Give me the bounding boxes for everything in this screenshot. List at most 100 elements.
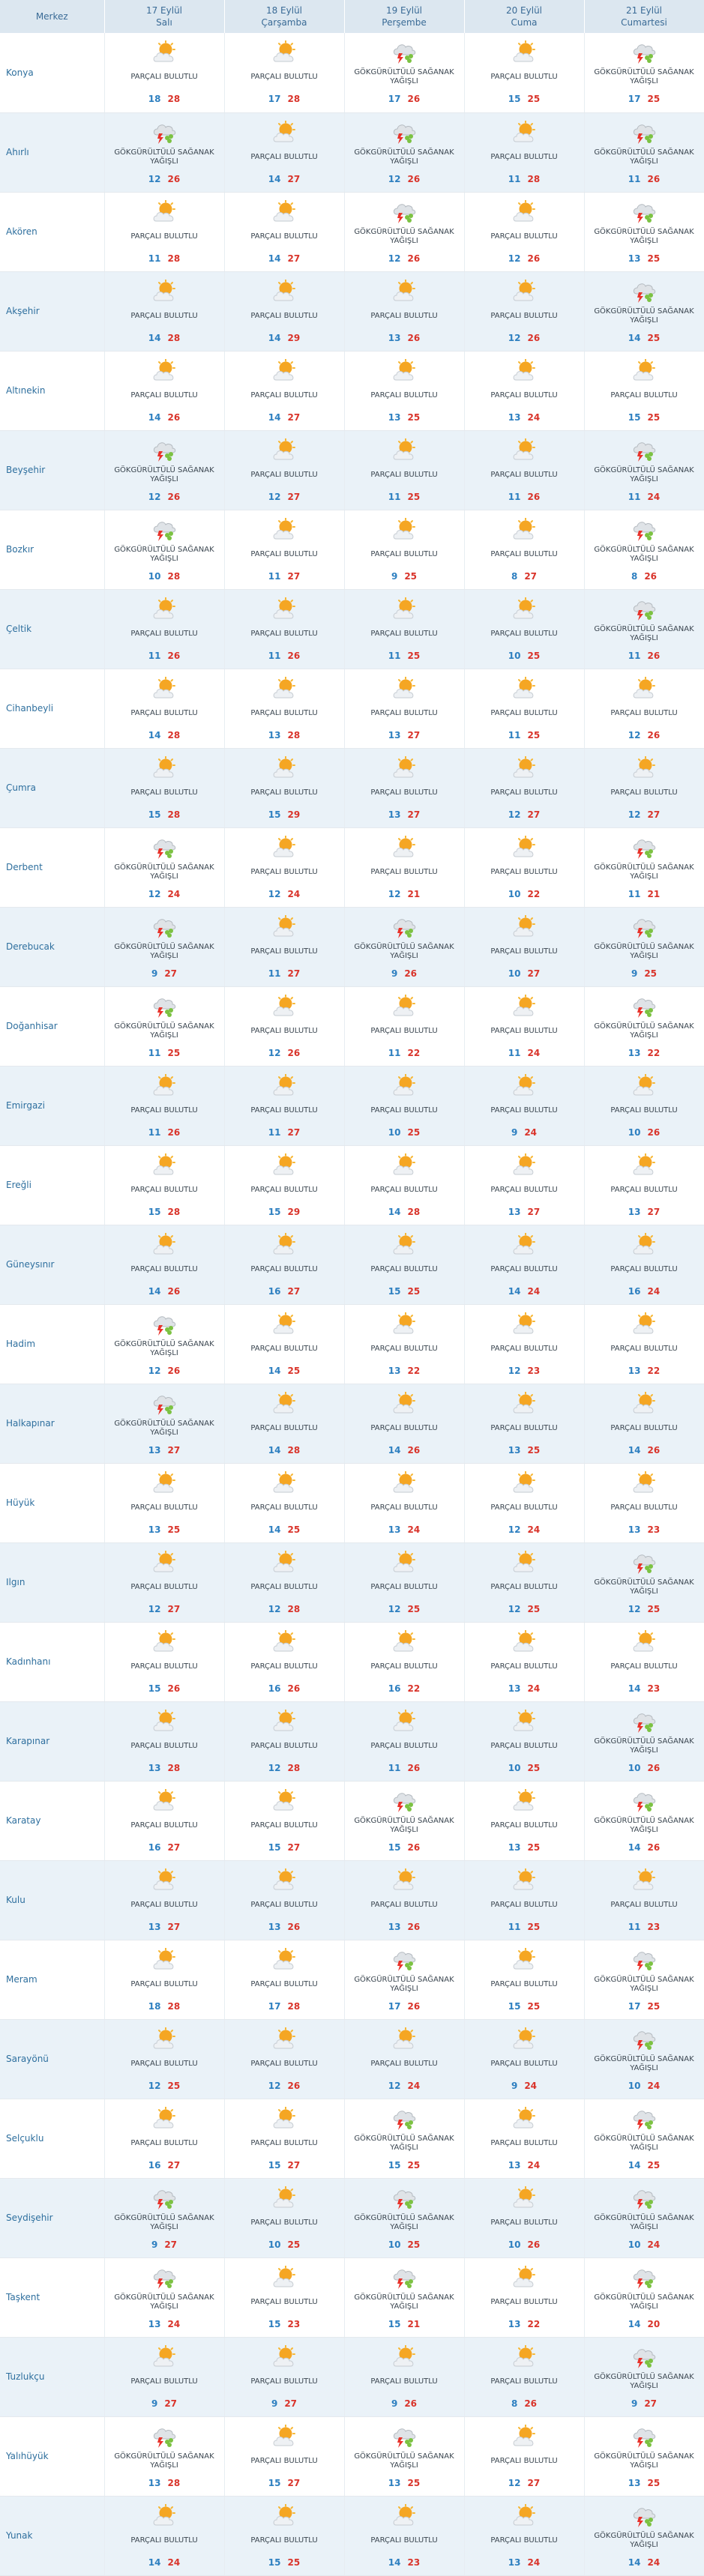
min-temp: 14 [268,1365,281,1376]
location-halkapinar[interactable]: Halkapınar [0,1384,105,1464]
forecast-cell: PARÇALI BULUTLU 16 26 [224,1622,345,1702]
thunderstorm-rain-icon [152,1392,178,1416]
min-temp: 15 [388,1841,401,1853]
table-row: Doğanhisar GÖKGÜRÜLTÜLÜ SAĞANAK YAĞIŞLI 1… [0,986,704,1067]
forecast-cell: PARÇALI BULUTLU 15 25 [224,2496,345,2576]
max-temp: 28 [167,729,181,740]
temperature-range: 15 26 [345,1842,464,1853]
min-temp: 10 [628,1762,641,1773]
location-ilgin[interactable]: Ilgın [0,1542,105,1623]
partly-cloudy-icon [272,120,298,145]
location-cihanbeyli[interactable]: Cihanbeyli [0,669,105,749]
condition-label: PARÇALI BULUTLU [130,1979,198,1988]
location-konya[interactable]: Konya [0,33,105,113]
temperature-range: 13 27 [105,1922,224,1932]
thunderstorm-rain-icon [632,597,658,621]
temperature-range: 14 28 [105,730,224,740]
location-doganhisar[interactable]: Doğanhisar [0,986,105,1067]
temperature-range: 11 27 [225,571,344,582]
condition-label: PARÇALI BULUTLU [610,1503,678,1512]
condition-label: PARÇALI BULUTLU [490,867,558,876]
condition-label: PARÇALI BULUTLU [610,1344,678,1353]
location-eregli[interactable]: Ereğli [0,1145,105,1225]
location-meram[interactable]: Meram [0,1940,105,2020]
min-temp: 14 [628,1683,641,1694]
location-seydisehir[interactable]: Seydişehir [0,2178,105,2258]
temperature-range: 12 26 [225,2081,344,2091]
location-altinekin[interactable]: Altınekin [0,351,105,431]
location-akoren[interactable]: Akören [0,192,105,272]
partly-cloudy-icon [272,2344,298,2369]
temperature-range: 12 26 [585,730,704,740]
location-kadinhani[interactable]: Kadınhanı [0,1622,105,1702]
max-temp: 26 [524,2398,538,2409]
partly-cloudy-icon [392,1073,418,1098]
location-hadim[interactable]: Hadim [0,1304,105,1384]
min-temp: 15 [268,1206,281,1217]
min-temp: 9 [271,2398,278,2409]
day-weekday: Çarşamba [261,17,307,28]
temperature-range: 9 27 [105,2239,224,2250]
condition-label: PARÇALI BULUTLU [250,1582,318,1591]
min-temp: 14 [628,2159,641,2171]
min-temp: 15 [388,2318,401,2329]
temperature-range: 9 25 [585,968,704,979]
location-taskent[interactable]: Taşkent [0,2257,105,2338]
location-emirgazi[interactable]: Emirgazi [0,1066,105,1146]
location-tuzlukcu[interactable]: Tuzlukçu [0,2337,105,2417]
condition-label: GÖKGÜRÜLTÜLÜ SAĞANAK YAĞIŞLI [594,227,694,245]
min-temp: 12 [388,888,401,899]
location-guneysinir[interactable]: Güneysınır [0,1225,105,1305]
location-yalihuyuk[interactable]: Yalıhüyük [0,2416,105,2497]
temperature-range: 11 25 [345,651,464,661]
partly-cloudy-icon [632,1153,658,1177]
condition-label: GÖKGÜRÜLTÜLÜ SAĞANAK YAĞIŞLI [594,2531,694,2549]
condition-label: GÖKGÜRÜLTÜLÜ SAĞANAK YAĞIŞLI [594,863,694,881]
temperature-range: 15 27 [225,2160,344,2171]
location-ahirli[interactable]: Ahırlı [0,112,105,193]
thunderstorm-rain-icon [632,2027,658,2051]
partly-cloudy-icon [152,1709,178,1734]
condition-label: PARÇALI BULUTLU [610,1900,678,1909]
day-date: 17 Eylül [145,5,183,16]
partly-cloudy-icon [152,1471,178,1495]
location-huyuk[interactable]: Hüyük [0,1463,105,1543]
max-temp: 29 [287,332,301,343]
temperature-range: 12 24 [225,889,344,899]
condition-label: PARÇALI BULUTLU [250,1821,318,1830]
temperature-range: 10 22 [465,889,584,899]
location-aksehir[interactable]: Akşehir [0,271,105,352]
location-bozkir[interactable]: Bozkır [0,510,105,590]
condition-label: GÖKGÜRÜLTÜLÜ SAĞANAK YAĞIŞLI [594,2293,694,2311]
location-celtik[interactable]: Çeltik [0,589,105,669]
max-temp: 26 [407,332,421,343]
min-temp: 15 [508,94,521,104]
temperature-range: 15 25 [585,412,704,423]
min-temp: 13 [388,332,401,343]
location-derbent[interactable]: Derbent [0,827,105,908]
location-karapinar[interactable]: Karapınar [0,1701,105,1782]
location-selcuklu[interactable]: Selçuklu [0,2099,105,2179]
forecast-cell: PARÇALI BULUTLU 18 28 [104,1940,225,2020]
min-temp: 17 [388,2000,401,2012]
temperature-range: 17 28 [225,94,344,104]
location-yunak[interactable]: Yunak [0,2496,105,2576]
temperature-range: 12 26 [465,333,584,343]
condition-label: PARÇALI BULUTLU [250,1979,318,1988]
location-kulu[interactable]: Kulu [0,1860,105,1940]
partly-cloudy-icon [632,1312,658,1336]
max-temp: 25 [647,2477,661,2488]
min-temp: 12 [388,173,401,184]
forecast-cell: GÖKGÜRÜLTÜLÜ SAĞANAK YAĞIŞLI 17 25 [584,1940,704,2020]
max-temp: 26 [167,650,181,661]
location-cumra[interactable]: Çumra [0,748,105,828]
location-karatay[interactable]: Karatay [0,1781,105,1861]
partly-cloudy-icon [272,597,298,621]
max-temp: 28 [167,332,181,343]
location-derebucak[interactable]: Derebucak [0,907,105,987]
condition-label: GÖKGÜRÜLTÜLÜ SAĞANAK YAĞIŞLI [594,1975,694,1993]
table-row: Kulu PARÇALI BULUTLU 13 27 PARÇALI BULUTLU… [0,1860,704,1940]
condition-label: GÖKGÜRÜLTÜLÜ SAĞANAK YAĞIŞLI [354,1816,454,1834]
location-sarayonu[interactable]: Sarayönü [0,2019,105,2099]
location-beysehir[interactable]: Beyşehir [0,430,105,510]
